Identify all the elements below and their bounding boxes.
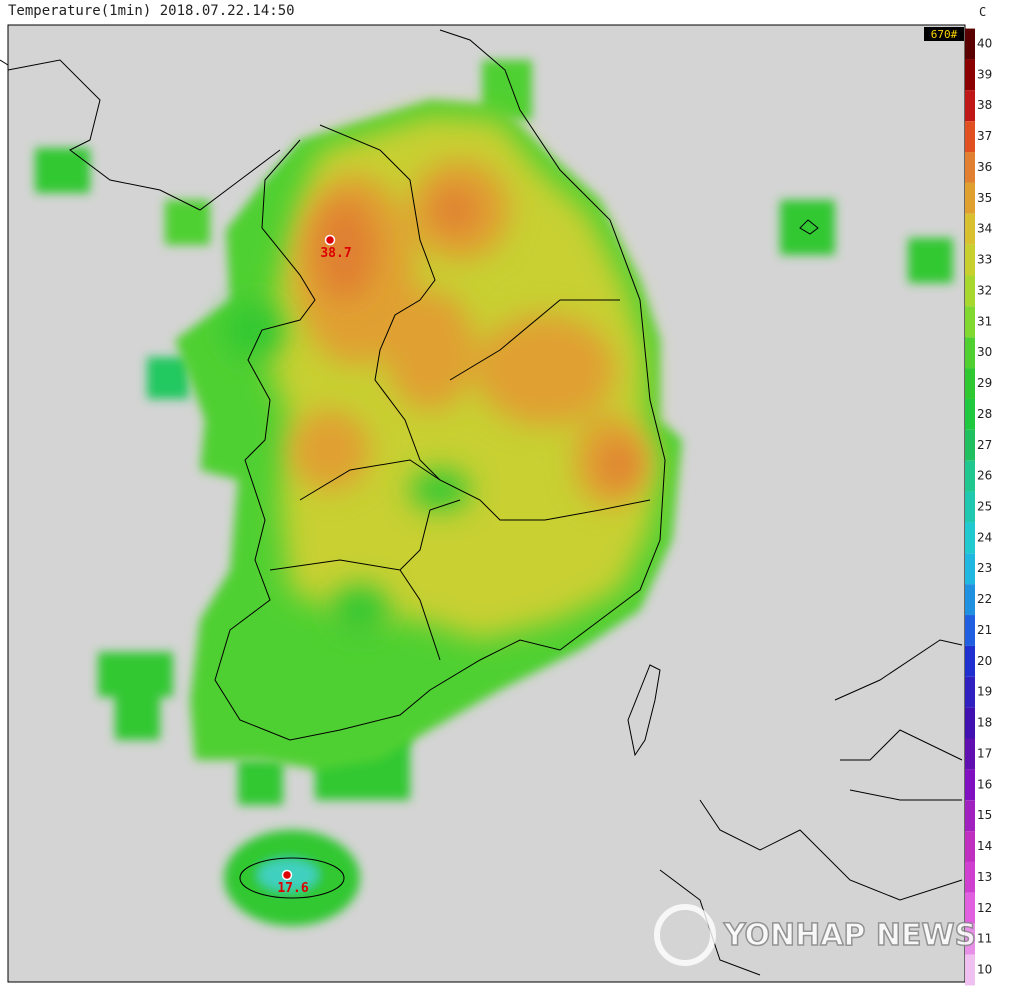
station-count: 670# (931, 28, 958, 41)
colorbar-tick-label: 37 (977, 129, 992, 143)
station-value: 17.6 (277, 881, 308, 896)
colorbar-segment (965, 954, 975, 986)
colorbar-segment (965, 28, 975, 60)
colorbar-tick-label: 17 (977, 746, 992, 760)
colorbar-tick-label: 23 (977, 561, 992, 575)
colorbar-segment (965, 892, 975, 924)
colorbar-segment (965, 522, 975, 554)
colorbar-segment (965, 275, 975, 307)
watermark-logo (654, 904, 716, 966)
colorbar-tick-label: 40 (977, 37, 992, 51)
colorbar-segment (965, 244, 975, 276)
temperature-field (35, 60, 953, 926)
colorbar-segment (965, 584, 975, 616)
colorbar-unit: C (979, 5, 986, 19)
colorbar-segment (965, 460, 975, 492)
colorbar-tick-label: 39 (977, 67, 992, 81)
colorbar-tick-label: 28 (977, 407, 992, 421)
colorbar-segment (965, 337, 975, 369)
colorbar-tick-label: 20 (977, 654, 992, 668)
colorbar-tick-label: 35 (977, 191, 992, 205)
count-box (924, 27, 964, 41)
colorbar-tick-label: 13 (977, 870, 992, 884)
station-marker (281, 869, 293, 881)
colorbar-tick-label: 22 (977, 592, 992, 606)
colorbar-tick-label: 31 (977, 314, 992, 328)
colorbar-segment (965, 553, 975, 585)
colorbar-segment (965, 59, 975, 91)
colorbar-segment (965, 398, 975, 430)
colorbar-tick-label: 36 (977, 160, 992, 174)
colorbar-segment (965, 491, 975, 523)
colorbar-segment (965, 923, 975, 955)
colorbar-tick-label: 32 (977, 283, 992, 297)
colorbar-segment (965, 213, 975, 245)
colorbar-segment (965, 831, 975, 862)
colorbar-tick-label: 10 (977, 963, 992, 977)
colorbar-segment (965, 121, 975, 153)
colorbar-tick-label: 24 (977, 530, 992, 544)
colorbar-segment (965, 769, 975, 801)
station-marker (324, 234, 336, 246)
colorbar-tick-label: 26 (977, 469, 992, 483)
colorbar-tick-label: 29 (977, 376, 992, 390)
colorbar-segment (965, 429, 975, 461)
colorbar-segment (965, 676, 975, 708)
colorbar-segment (965, 800, 975, 832)
title: Temperature(1min) 2018.07.22.14:50 (8, 3, 295, 19)
colorbar-tick-label: 27 (977, 438, 992, 452)
colorbar-segment (965, 707, 975, 739)
colorbar-tick-label: 25 (977, 500, 992, 514)
colorbar-tick-label: 15 (977, 808, 992, 822)
colorbar-tick-label: 30 (977, 345, 992, 359)
colorbar-tick-label: 12 (977, 901, 992, 915)
colorbar-tick-label: 14 (977, 839, 992, 853)
colorbar-tick-label: 33 (977, 253, 992, 267)
colorbar-segment (965, 738, 975, 770)
station-value: 38.7 (320, 246, 351, 261)
colorbar-segment (965, 615, 975, 646)
colorbar: 670# C 40 39 38 37 36 35 34 33 32 31 30 29 28 27 26 25 2… (924, 5, 992, 986)
colorbar-segment (965, 90, 975, 122)
colorbar-segment (965, 182, 975, 214)
colorbar-tick-label: 19 (977, 685, 992, 699)
colorbar-tick-label: 11 (977, 932, 992, 946)
colorbar-segment (965, 368, 975, 399)
colorbar-tick-label: 18 (977, 716, 992, 730)
colorbar-segment (965, 306, 975, 338)
colorbar-tick-label: 34 (977, 222, 992, 236)
colorbar-segment (965, 645, 975, 677)
colorbar-segment (965, 861, 975, 893)
coastlines (0, 29, 963, 976)
stations: 38.7 17.6 (277, 234, 352, 896)
colorbar-segment (965, 152, 975, 183)
watermark: YONHAP NEWS (723, 918, 976, 953)
colorbar-tick-label: 16 (977, 777, 992, 791)
colorbar-tick-label: 21 (977, 623, 992, 637)
colorbar-tick-label: 38 (977, 98, 992, 112)
